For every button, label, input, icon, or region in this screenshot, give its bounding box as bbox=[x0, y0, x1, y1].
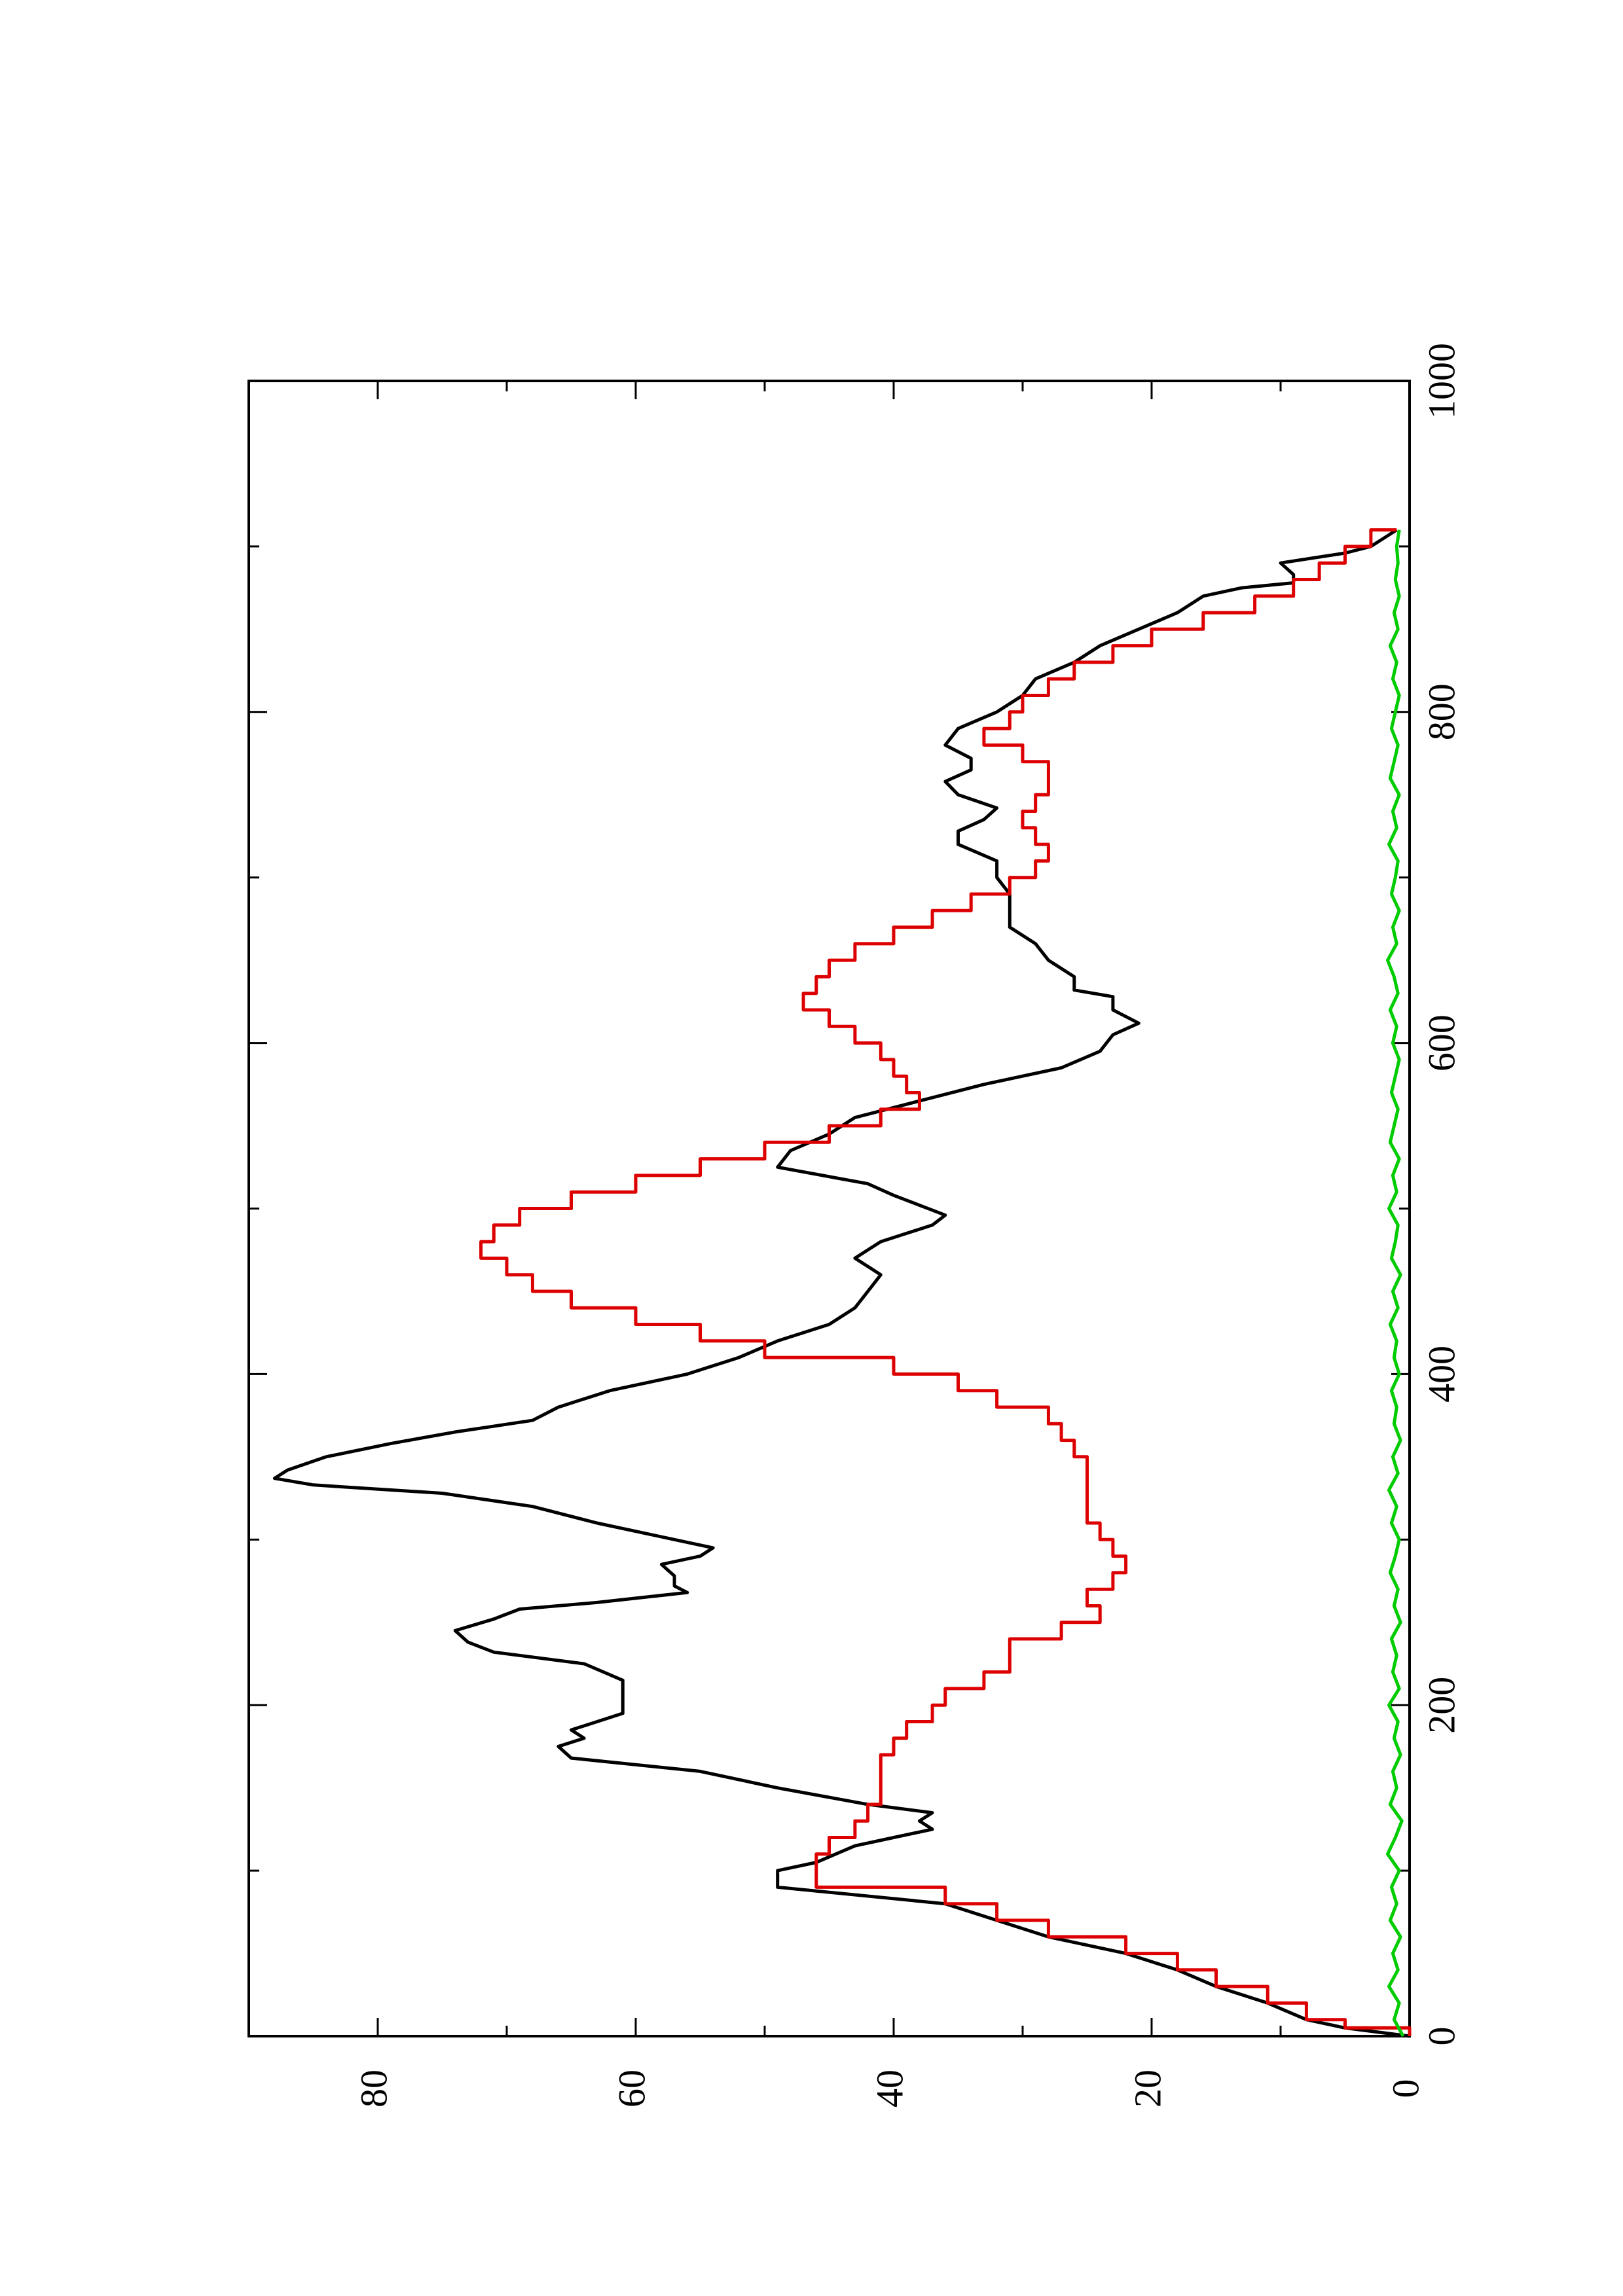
x-tick-label: 200 bbox=[1420, 1677, 1463, 1734]
axis-ticks bbox=[249, 380, 1411, 2037]
series-line-1 bbox=[479, 528, 1412, 2036]
x-tick-label: 800 bbox=[1420, 683, 1463, 740]
y-tick-label: 20 bbox=[1126, 2070, 1169, 2108]
y-tick-label: 80 bbox=[352, 2070, 395, 2108]
y-tick-label: 0 bbox=[1384, 2079, 1427, 2098]
y-tick-label: 60 bbox=[610, 2070, 653, 2108]
tick-labels: 0 200 400 600 800 1000 0 20 40 60 80 bbox=[352, 343, 1463, 2108]
x-tick-label: 0 bbox=[1420, 2027, 1463, 2046]
series-lines bbox=[272, 528, 1412, 2038]
x-tick-label: 400 bbox=[1420, 1346, 1463, 1403]
x-tick-label: 1000 bbox=[1420, 343, 1463, 419]
plot-frame bbox=[247, 380, 1411, 2037]
y-tick-label: 40 bbox=[868, 2070, 911, 2108]
series-line-2 bbox=[1386, 529, 1405, 2037]
x-tick-label: 600 bbox=[1420, 1014, 1463, 1071]
series-line-0 bbox=[272, 528, 1410, 2038]
